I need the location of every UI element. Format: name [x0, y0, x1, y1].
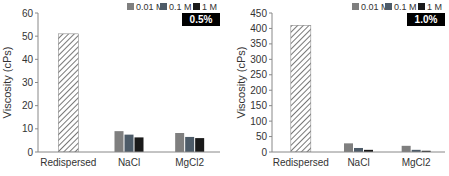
tick: [269, 90, 272, 91]
tick-label: 100: [250, 116, 267, 127]
tick-label: 450: [250, 8, 267, 19]
tick: [269, 43, 272, 44]
x-axis: [272, 152, 445, 153]
category-label: NaCl: [118, 157, 140, 168]
y-axis-title: Viscosity (cPs): [1, 47, 13, 119]
tick-label: 60: [22, 8, 34, 19]
tick: [269, 152, 272, 153]
bar: [291, 25, 311, 152]
legend: 0.01 M 0.1 M 1 M: [127, 2, 217, 12]
bar: [402, 146, 411, 152]
bar: [195, 138, 204, 152]
bar: [58, 34, 78, 152]
category-label: NaCl: [347, 157, 369, 168]
tick: [269, 136, 272, 137]
legend-swatch: [385, 3, 392, 10]
tick-label: 400: [250, 23, 267, 34]
bar: [175, 133, 184, 152]
tick: [269, 28, 272, 29]
bar: [185, 137, 194, 152]
tick-label: 40: [22, 54, 34, 65]
legend-swatch: [193, 3, 200, 10]
title-box: [182, 13, 220, 26]
legend-label: 1 M: [427, 2, 442, 12]
legend-swatch: [352, 3, 359, 10]
category-label: Redispersed: [273, 157, 329, 168]
category-label: MgCl2: [175, 157, 204, 168]
bar: [125, 135, 134, 152]
title: 0.5%: [190, 14, 213, 25]
bar: [115, 131, 124, 152]
tick-label: 0: [27, 147, 33, 158]
tick: [269, 13, 272, 14]
tick-label: 200: [250, 85, 267, 96]
tick: [269, 74, 272, 75]
y-axis: [272, 13, 273, 152]
tick-label: 30: [22, 77, 34, 88]
bars: [291, 25, 431, 152]
tick: [35, 105, 38, 106]
tick-label: 350: [250, 38, 267, 49]
tick: [269, 121, 272, 122]
legend-label: 1 M: [202, 2, 217, 12]
tick: [35, 128, 38, 129]
tick: [35, 82, 38, 83]
x-axis: [38, 152, 220, 153]
tick-label: 0: [261, 147, 267, 158]
bar: [354, 148, 363, 152]
tick: [35, 36, 38, 37]
y-axis-title: Viscosity (cPs): [235, 47, 247, 119]
tick-label: 20: [22, 100, 34, 111]
figure: 0 10 20 30 40 50 60 Redispersed NaCl MgCl2 Viscosi…: [0, 0, 449, 176]
category-label: Redispersed: [40, 157, 96, 168]
title: 1.0%: [415, 14, 438, 25]
tick: [35, 152, 38, 153]
bar: [135, 137, 144, 152]
legend-swatch: [418, 3, 425, 10]
legend-swatch: [160, 3, 167, 10]
chart: 0 50 100 150 200 250 300 350 400 450 Redispersed Na…: [235, 2, 445, 168]
legend-label: 0.01 M: [361, 2, 389, 12]
tick: [269, 59, 272, 60]
category-label: MgCl2: [402, 157, 431, 168]
legend-label: 0.1 M: [394, 2, 417, 12]
tick: [35, 13, 38, 14]
tick: [35, 59, 38, 60]
legend: 0.01 M 0.1 M 1 M: [352, 2, 442, 12]
tick-label: 250: [250, 69, 267, 80]
legend-label: 0.1 M: [169, 2, 192, 12]
tick-label: 10: [22, 123, 34, 134]
tick-label: 300: [250, 54, 267, 65]
legend-label: 0.01 M: [136, 2, 164, 12]
chart: 0 10 20 30 40 50 60 Redispersed NaCl MgCl2 Viscosi…: [1, 2, 220, 168]
tick: [269, 105, 272, 106]
tick-label: 150: [250, 100, 267, 111]
title-box: [407, 13, 445, 26]
bars: [58, 34, 204, 152]
tick-label: 50: [22, 31, 34, 42]
tick-label: 50: [256, 131, 268, 142]
bar: [344, 143, 353, 152]
legend-swatch: [127, 3, 134, 10]
